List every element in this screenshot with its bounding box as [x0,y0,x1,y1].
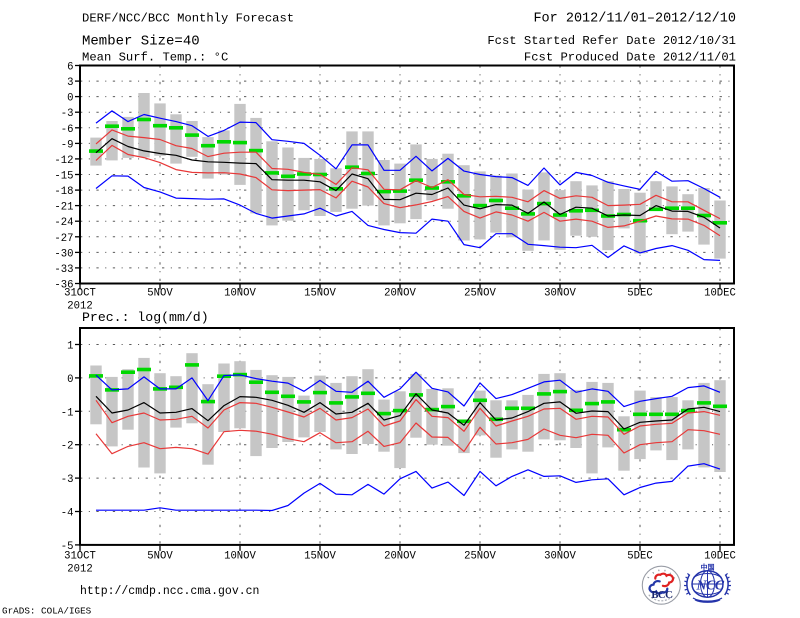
svg-text:-36: -36 [54,280,73,292]
svg-text:Member Size=40: Member Size=40 [82,34,200,50]
svg-text:-9: -9 [61,139,74,151]
svg-text:1: 1 [67,341,73,353]
svg-text:15NOV: 15NOV [304,288,336,300]
svg-text:3: 3 [67,77,73,89]
svg-text:10NOV: 10NOV [224,288,256,300]
svg-text:Fcst Started Refer Date 2012/1: Fcst Started Refer Date 2012/10/31 [487,34,736,48]
svg-text:-6: -6 [61,124,74,136]
svg-text:25NOV: 25NOV [464,551,496,563]
svg-text:-33: -33 [54,264,73,276]
svg-text:20NOV: 20NOV [384,288,416,300]
svg-text:-3: -3 [61,474,74,486]
svg-text:5DEC: 5DEC [627,288,652,300]
svg-text:-18: -18 [54,186,73,198]
svg-text:-27: -27 [54,233,73,245]
svg-text:-24: -24 [54,217,73,229]
svg-text:10DEC: 10DEC [704,551,736,563]
svg-text:10DEC: 10DEC [704,288,736,300]
svg-text:0: 0 [67,374,73,386]
svg-text:For 2012/11/01–2012/12/10: For 2012/11/01–2012/12/10 [533,12,736,27]
svg-text:2012: 2012 [67,301,92,313]
svg-text:-12: -12 [54,155,73,167]
svg-text:5NOV: 5NOV [147,551,173,563]
svg-text:DERF/NCC/BCC Monthly Forecast: DERF/NCC/BCC Monthly Forecast [82,12,294,26]
svg-text:-4: -4 [61,508,74,520]
svg-text:http://cmdp.ncc.cma.gov.cn: http://cmdp.ncc.cma.gov.cn [80,585,259,598]
svg-text:Fcst Produced Date 2012/11/01: Fcst Produced Date 2012/11/01 [524,50,736,64]
svg-text:BCC: BCC [651,590,672,601]
svg-text:-3: -3 [61,108,74,120]
svg-text:-15: -15 [54,171,73,183]
svg-text:0: 0 [67,93,73,105]
svg-text:30NOV: 30NOV [544,288,576,300]
svg-text:5NOV: 5NOV [147,288,173,300]
svg-text:31OCT: 31OCT [64,288,96,300]
svg-text:-30: -30 [54,248,73,260]
svg-text:6: 6 [67,62,73,74]
svg-text:-2: -2 [61,441,74,453]
svg-text:GrADS: COLA/IGES: GrADS: COLA/IGES [2,606,92,617]
svg-text:5DEC: 5DEC [627,551,652,563]
svg-text:-5: -5 [61,541,74,553]
svg-text:2012: 2012 [67,564,92,576]
svg-text:30NOV: 30NOV [544,551,576,563]
svg-text:中国: 中国 [701,563,715,572]
svg-text:-21: -21 [54,202,73,214]
svg-text:10NOV: 10NOV [224,551,256,563]
svg-text:20NOV: 20NOV [384,551,416,563]
svg-text:25NOV: 25NOV [464,288,496,300]
svg-text:31OCT: 31OCT [64,551,96,563]
svg-text:Mean Surf. Temp.: °C: Mean Surf. Temp.: °C [82,50,228,64]
svg-text:NCC: NCC [696,579,725,594]
svg-text:-1: -1 [61,407,74,419]
svg-text:Prec.: log(mm/d): Prec.: log(mm/d) [82,310,209,325]
svg-text:15NOV: 15NOV [304,551,336,563]
